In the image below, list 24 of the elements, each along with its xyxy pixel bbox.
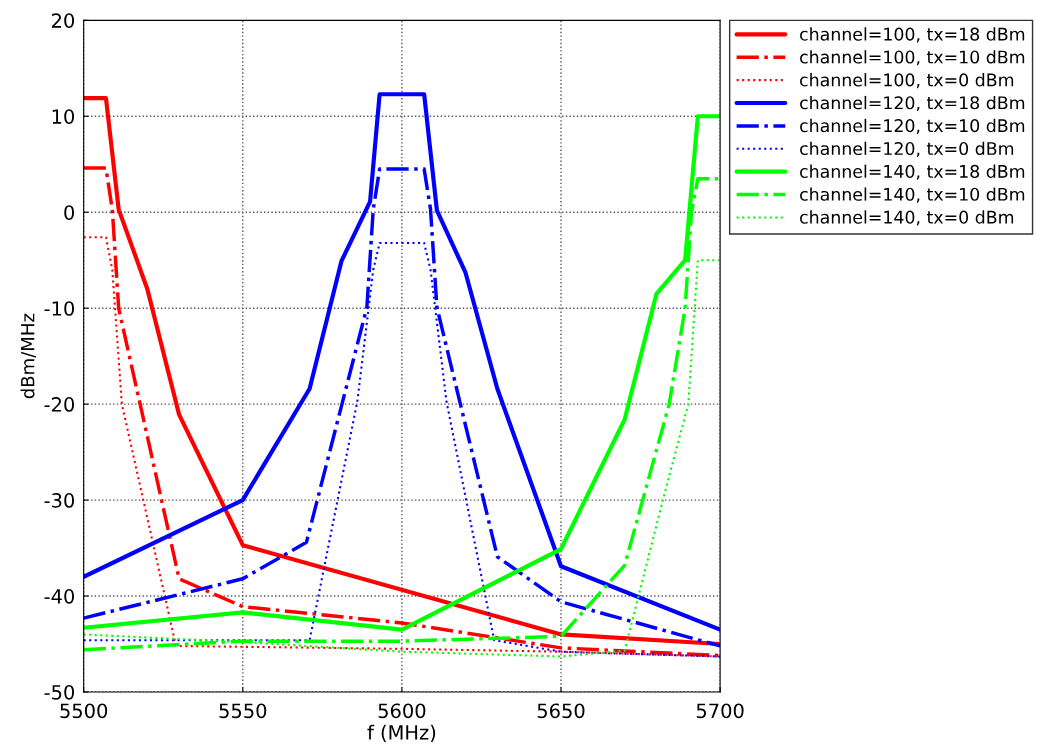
legend-label: channel=120, tx=10 dBm	[800, 118, 1025, 134]
y-tick-label: -40	[44, 589, 75, 604]
x-axis-title: f (MHz)	[367, 724, 436, 743]
legend-label: channel=140, tx=0 dBm	[800, 210, 1014, 226]
legend-label: channel=140, tx=18 dBm	[800, 164, 1025, 180]
y-axis-title: dBm/MHz	[20, 313, 36, 399]
legend-label: channel=100, tx=0 dBm	[800, 73, 1014, 89]
y-tick-label: 20	[52, 13, 75, 28]
y-tick-label: 10	[52, 109, 75, 124]
x-tick-label: 5700	[696, 703, 744, 719]
y-tick-label: -30	[44, 493, 75, 508]
x-tick-label: 5650	[537, 703, 585, 719]
legend-label: channel=120, tx=18 dBm	[800, 95, 1025, 112]
x-tick-label: 5550	[219, 703, 267, 719]
x-tick-label: 5600	[378, 703, 426, 719]
legend-label: channel=140, tx=10 dBm	[800, 187, 1025, 203]
y-tick-label: -20	[44, 397, 75, 412]
legend-label: channel=100, tx=18 dBm	[800, 27, 1025, 43]
y-tick-label: -10	[44, 301, 75, 316]
x-tick-label: 5500	[60, 703, 108, 719]
y-tick-label: -50	[44, 684, 75, 700]
y-tick-label: 0	[64, 205, 75, 220]
legend-label: channel=100, tx=10 dBm	[800, 50, 1025, 66]
legend-label: channel=120, tx=0 dBm	[800, 141, 1014, 157]
